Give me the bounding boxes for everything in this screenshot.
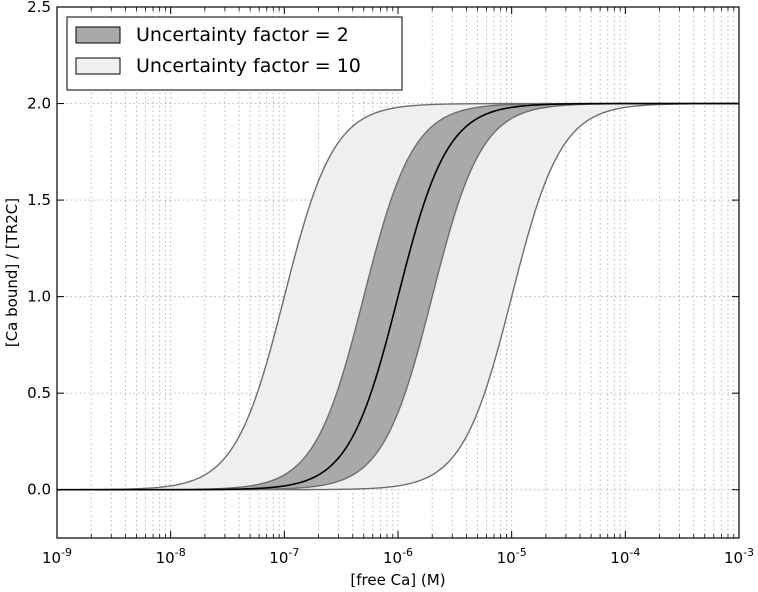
central-curve-line	[57, 102, 739, 491]
y-tick-label: 0.0	[27, 481, 51, 499]
x-tick-label: 10-7	[269, 546, 299, 567]
x-tick-label: 10-5	[497, 546, 527, 567]
x-tick-label: 10-8	[156, 546, 186, 567]
curves	[56, 102, 740, 491]
legend-box	[66, 16, 403, 91]
legend-label: Uncertainty factor = 2	[136, 24, 349, 46]
axis-ticks	[56, 6, 740, 538]
y-tick-label: 1.0	[27, 288, 51, 306]
y-axis-label: [Ca bound] / [TR2C]	[3, 198, 21, 347]
y-tick-label: 0.5	[27, 384, 51, 402]
x-tick-label: 10-4	[610, 546, 640, 567]
legend: Uncertainty factor = 2 Uncertainty factor…	[66, 16, 403, 91]
legend-swatch	[75, 57, 121, 75]
y-tick-label: 2.5	[27, 0, 51, 16]
y-tick-label: 2.0	[27, 95, 51, 113]
y-tick-label: 1.5	[27, 191, 51, 209]
legend-swatch	[75, 26, 121, 44]
tick-labels: 10-9 10-8 10-7 10-6 10-5 10-4 10-3 0.0 0.5 1.0 1.5…	[27, 0, 754, 567]
x-tick-label: 10-9	[42, 546, 72, 567]
legend-label: Uncertainty factor = 10	[136, 55, 361, 77]
x-tick-label: 10-6	[383, 546, 413, 567]
x-axis-label: [free Ca] (M)	[350, 571, 445, 589]
x-tick-label: 10-3	[724, 546, 754, 567]
